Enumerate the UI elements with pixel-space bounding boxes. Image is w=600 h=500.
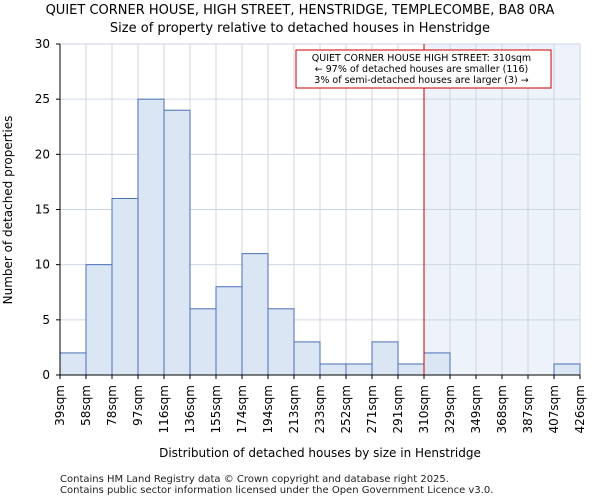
x-tick-label: 349sqm <box>469 385 483 433</box>
annotation-box <box>295 49 552 89</box>
x-tick-label: 233sqm <box>313 385 327 433</box>
histogram-bar <box>371 341 399 376</box>
x-tick-label: 39sqm <box>53 385 67 426</box>
histogram-bar <box>241 253 269 376</box>
annotation-line: QUIET CORNER HOUSE HIGH STREET: 310sqm <box>312 53 531 64</box>
histogram-bar <box>319 363 347 376</box>
x-tick-label: 407sqm <box>547 385 561 433</box>
y-tick-label: 30 <box>35 37 50 51</box>
chart-subtitle: Size of property relative to detached ho… <box>109 21 491 36</box>
x-axis-label: Distribution of detached houses by size … <box>159 446 481 460</box>
y-tick-label: 0 <box>42 368 50 382</box>
x-tick-label: 174sqm <box>235 385 249 433</box>
histogram-bar <box>163 109 191 376</box>
histogram-bar <box>423 352 451 376</box>
histogram-bar <box>215 286 243 376</box>
chart-title: QUIET CORNER HOUSE, HIGH STREET, HENSTRI… <box>45 3 555 18</box>
x-tick-label: 291sqm <box>391 385 405 433</box>
histogram-bar <box>293 341 321 376</box>
histogram-bar <box>345 363 373 376</box>
histogram-bar <box>85 264 113 376</box>
x-tick-label: 155sqm <box>209 385 223 433</box>
histogram-bar <box>189 308 217 376</box>
x-tick-label: 387sqm <box>521 385 535 433</box>
x-tick-label: 58sqm <box>79 385 93 426</box>
y-tick-label: 20 <box>35 147 50 161</box>
x-tick-label: 271sqm <box>365 385 379 433</box>
annotation-line: ← 97% of detached houses are smaller (11… <box>315 64 528 75</box>
x-tick-label: 310sqm <box>417 385 431 433</box>
y-tick-label: 5 <box>42 313 50 327</box>
x-tick-label: 426sqm <box>573 385 587 433</box>
x-tick-label: 368sqm <box>495 385 509 433</box>
x-tick-label: 78sqm <box>105 385 119 426</box>
histogram-bar <box>111 197 139 376</box>
x-tick-label: 252sqm <box>339 385 353 433</box>
histogram-bar <box>137 98 165 376</box>
footer-line-2: Contains public sector information licen… <box>60 485 494 496</box>
x-tick-label: 97sqm <box>131 385 145 426</box>
x-tick-label: 194sqm <box>261 385 275 433</box>
histogram-bar <box>397 363 425 376</box>
y-axis-label: Number of detached properties <box>1 116 15 305</box>
x-tick-label: 136sqm <box>183 385 197 433</box>
footer-line-1: Contains HM Land Registry data © Crown c… <box>60 474 449 485</box>
histogram-bar <box>59 352 87 376</box>
x-tick-label: 116sqm <box>157 385 171 433</box>
x-tick-label: 213sqm <box>287 385 301 433</box>
y-tick-label: 25 <box>35 92 50 106</box>
annotation-line: 3% of semi-detached houses are larger (3… <box>314 75 528 86</box>
x-tick-label: 329sqm <box>443 385 457 433</box>
y-tick-label: 15 <box>35 203 50 217</box>
y-tick-label: 10 <box>35 258 50 272</box>
histogram-bar <box>553 363 581 376</box>
histogram-bar <box>267 308 295 376</box>
